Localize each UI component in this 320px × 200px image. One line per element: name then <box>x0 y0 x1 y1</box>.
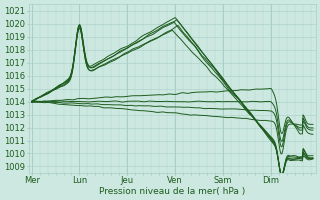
X-axis label: Pression niveau de la mer( hPa ): Pression niveau de la mer( hPa ) <box>99 187 245 196</box>
